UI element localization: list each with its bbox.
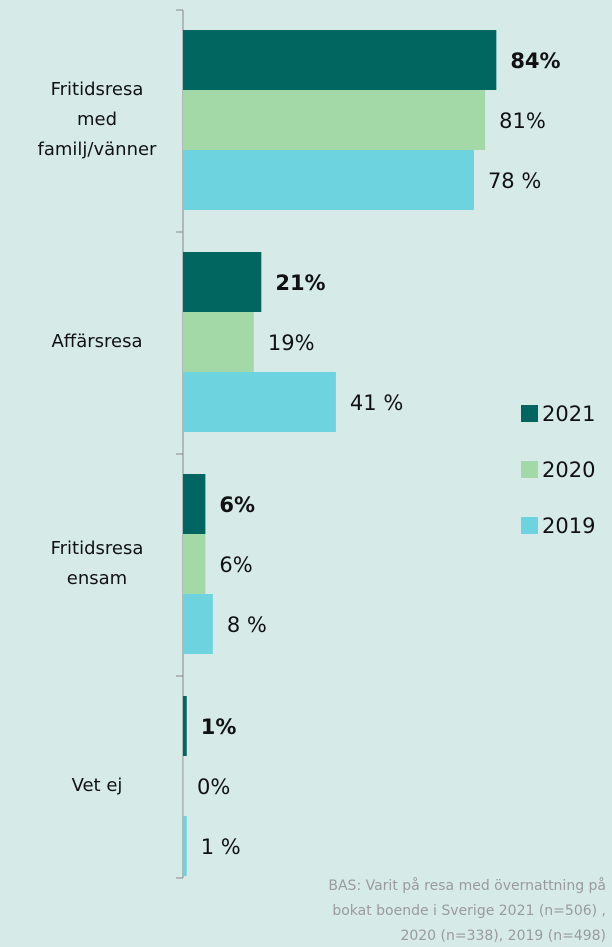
- legend-swatch: [521, 461, 538, 478]
- bar: [183, 756, 184, 816]
- bar: [183, 30, 497, 90]
- value-label: 1 %: [201, 835, 241, 859]
- value-label: 1%: [201, 715, 237, 739]
- category-label: Affärsresa: [51, 331, 143, 352]
- category-label: Vet ej: [71, 775, 123, 796]
- bar: [183, 534, 206, 594]
- bar: [183, 816, 187, 876]
- bar: [183, 372, 336, 432]
- value-label: 41 %: [350, 391, 403, 415]
- legend-label: 2020: [542, 458, 595, 482]
- bar: [183, 150, 474, 210]
- value-label: 19%: [268, 331, 315, 355]
- bar: [183, 312, 254, 372]
- value-label: 84%: [510, 49, 560, 73]
- bar: [183, 594, 213, 654]
- value-label: 8 %: [227, 613, 267, 637]
- category-label: Fritidsresa ensam: [50, 538, 144, 589]
- note: BAS: Varit på resa med övernattning på b…: [328, 878, 606, 944]
- value-label: 78 %: [488, 169, 541, 193]
- bar: [183, 90, 486, 150]
- legend-swatch: [521, 517, 538, 534]
- bar: [183, 696, 187, 756]
- legend-label: 2021: [542, 402, 595, 426]
- category-label: Fritidsresa med familj/vänner: [37, 79, 157, 160]
- legend-label: 2019: [542, 514, 595, 538]
- bar: [183, 252, 262, 312]
- value-label: 6%: [219, 493, 255, 517]
- legend-swatch: [521, 405, 538, 422]
- value-label: 81%: [499, 109, 546, 133]
- value-label: 0%: [197, 775, 230, 799]
- value-label: 21%: [275, 271, 325, 295]
- bar: [183, 474, 206, 534]
- value-label: 6%: [219, 553, 252, 577]
